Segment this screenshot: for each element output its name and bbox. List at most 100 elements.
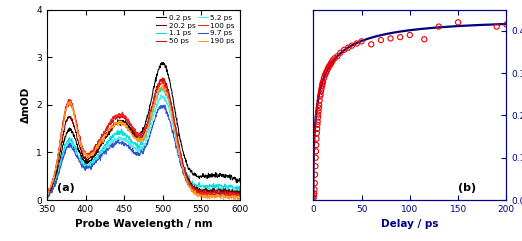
20.2 ps bbox=[44, 194, 50, 197]
Line: 50 ps: 50 ps bbox=[47, 78, 240, 197]
0.2 ps bbox=[45, 194, 51, 197]
100 ps bbox=[189, 188, 196, 191]
Point bbox=[333, 54, 341, 58]
20.2 ps bbox=[44, 194, 51, 197]
Point bbox=[318, 84, 326, 88]
190 ps bbox=[158, 87, 164, 90]
1.1 ps bbox=[132, 142, 138, 145]
Point bbox=[314, 113, 323, 116]
9.7 ps bbox=[132, 152, 138, 154]
1.1 ps bbox=[190, 183, 196, 186]
1.1 ps bbox=[173, 135, 180, 138]
5.2 ps bbox=[173, 139, 180, 142]
0.2 ps bbox=[173, 118, 180, 121]
0.2 ps bbox=[44, 194, 50, 196]
Point bbox=[406, 33, 414, 37]
Point bbox=[396, 35, 405, 39]
5.2 ps bbox=[237, 189, 243, 192]
Point bbox=[316, 94, 324, 98]
190 ps bbox=[220, 199, 227, 201]
Point bbox=[313, 127, 321, 131]
Legend: 0.2 ps, 20.2 ps, 1.1 ps, 50 ps, 5.2 ps, 100 ps, 9.7 ps, 190 ps: 0.2 ps, 20.2 ps, 1.1 ps, 50 ps, 5.2 ps, … bbox=[155, 13, 236, 46]
Point bbox=[311, 173, 319, 177]
Point bbox=[323, 69, 331, 73]
Point bbox=[313, 131, 321, 135]
100 ps bbox=[237, 195, 243, 198]
Text: (b): (b) bbox=[458, 182, 476, 193]
5.2 ps bbox=[158, 93, 164, 96]
Point bbox=[312, 149, 320, 153]
Point bbox=[310, 192, 318, 196]
20.2 ps bbox=[237, 191, 243, 194]
50 ps bbox=[173, 133, 180, 136]
Line: 20.2 ps: 20.2 ps bbox=[47, 79, 240, 196]
190 ps bbox=[93, 147, 100, 150]
100 ps bbox=[44, 192, 50, 195]
Point bbox=[322, 71, 330, 75]
100 ps bbox=[93, 144, 100, 147]
5.2 ps bbox=[190, 186, 196, 189]
Line: 100 ps: 100 ps bbox=[47, 81, 240, 198]
100 ps bbox=[131, 130, 137, 133]
Line: 190 ps: 190 ps bbox=[47, 86, 240, 200]
Point bbox=[312, 156, 320, 160]
Point bbox=[327, 62, 335, 66]
Point bbox=[330, 56, 339, 60]
5.2 ps bbox=[44, 192, 50, 195]
0.2 ps bbox=[237, 181, 243, 184]
Point bbox=[315, 99, 324, 102]
Point bbox=[313, 123, 322, 127]
0.2 ps bbox=[132, 134, 138, 137]
Point bbox=[310, 187, 318, 191]
100 ps bbox=[158, 83, 164, 86]
100 ps bbox=[229, 196, 235, 199]
9.7 ps bbox=[173, 144, 180, 147]
5.2 ps bbox=[44, 197, 51, 200]
5.2 ps bbox=[132, 147, 138, 149]
Line: 0.2 ps: 0.2 ps bbox=[47, 62, 240, 196]
Point bbox=[358, 40, 366, 43]
Line: 5.2 ps: 5.2 ps bbox=[47, 95, 240, 199]
Point bbox=[319, 80, 327, 83]
Point bbox=[310, 196, 318, 200]
100 ps bbox=[173, 133, 180, 136]
Y-axis label: ΔmOD: ΔmOD bbox=[21, 87, 31, 123]
Point bbox=[352, 41, 361, 45]
Point bbox=[324, 67, 332, 71]
Point bbox=[386, 36, 395, 40]
50 ps bbox=[189, 185, 196, 188]
Point bbox=[318, 82, 327, 86]
Line: 1.1 ps: 1.1 ps bbox=[47, 88, 240, 198]
190 ps bbox=[160, 84, 166, 87]
9.7 ps bbox=[44, 195, 50, 198]
1.1 ps bbox=[158, 87, 164, 90]
190 ps bbox=[237, 197, 243, 200]
50 ps bbox=[159, 76, 165, 79]
5.2 ps bbox=[158, 96, 164, 99]
9.7 ps bbox=[45, 196, 51, 199]
Point bbox=[326, 64, 334, 67]
Point bbox=[473, 0, 482, 1]
1.1 ps bbox=[237, 189, 243, 192]
1.1 ps bbox=[45, 196, 51, 199]
9.7 ps bbox=[94, 159, 100, 162]
Point bbox=[314, 120, 322, 124]
Point bbox=[312, 143, 321, 147]
190 ps bbox=[131, 135, 137, 138]
Point bbox=[377, 38, 385, 42]
Point bbox=[317, 89, 325, 93]
Point bbox=[316, 92, 325, 96]
0.2 ps bbox=[94, 148, 100, 151]
Point bbox=[336, 51, 345, 55]
50 ps bbox=[158, 80, 164, 83]
9.7 ps bbox=[162, 104, 168, 107]
0.2 ps bbox=[190, 173, 196, 176]
Point bbox=[312, 137, 321, 141]
Point bbox=[320, 76, 328, 80]
Point bbox=[344, 46, 352, 50]
5.2 ps bbox=[94, 157, 100, 160]
Point bbox=[311, 164, 319, 168]
1.1 ps bbox=[94, 155, 100, 158]
50 ps bbox=[78, 143, 84, 146]
0.2 ps bbox=[78, 157, 85, 160]
